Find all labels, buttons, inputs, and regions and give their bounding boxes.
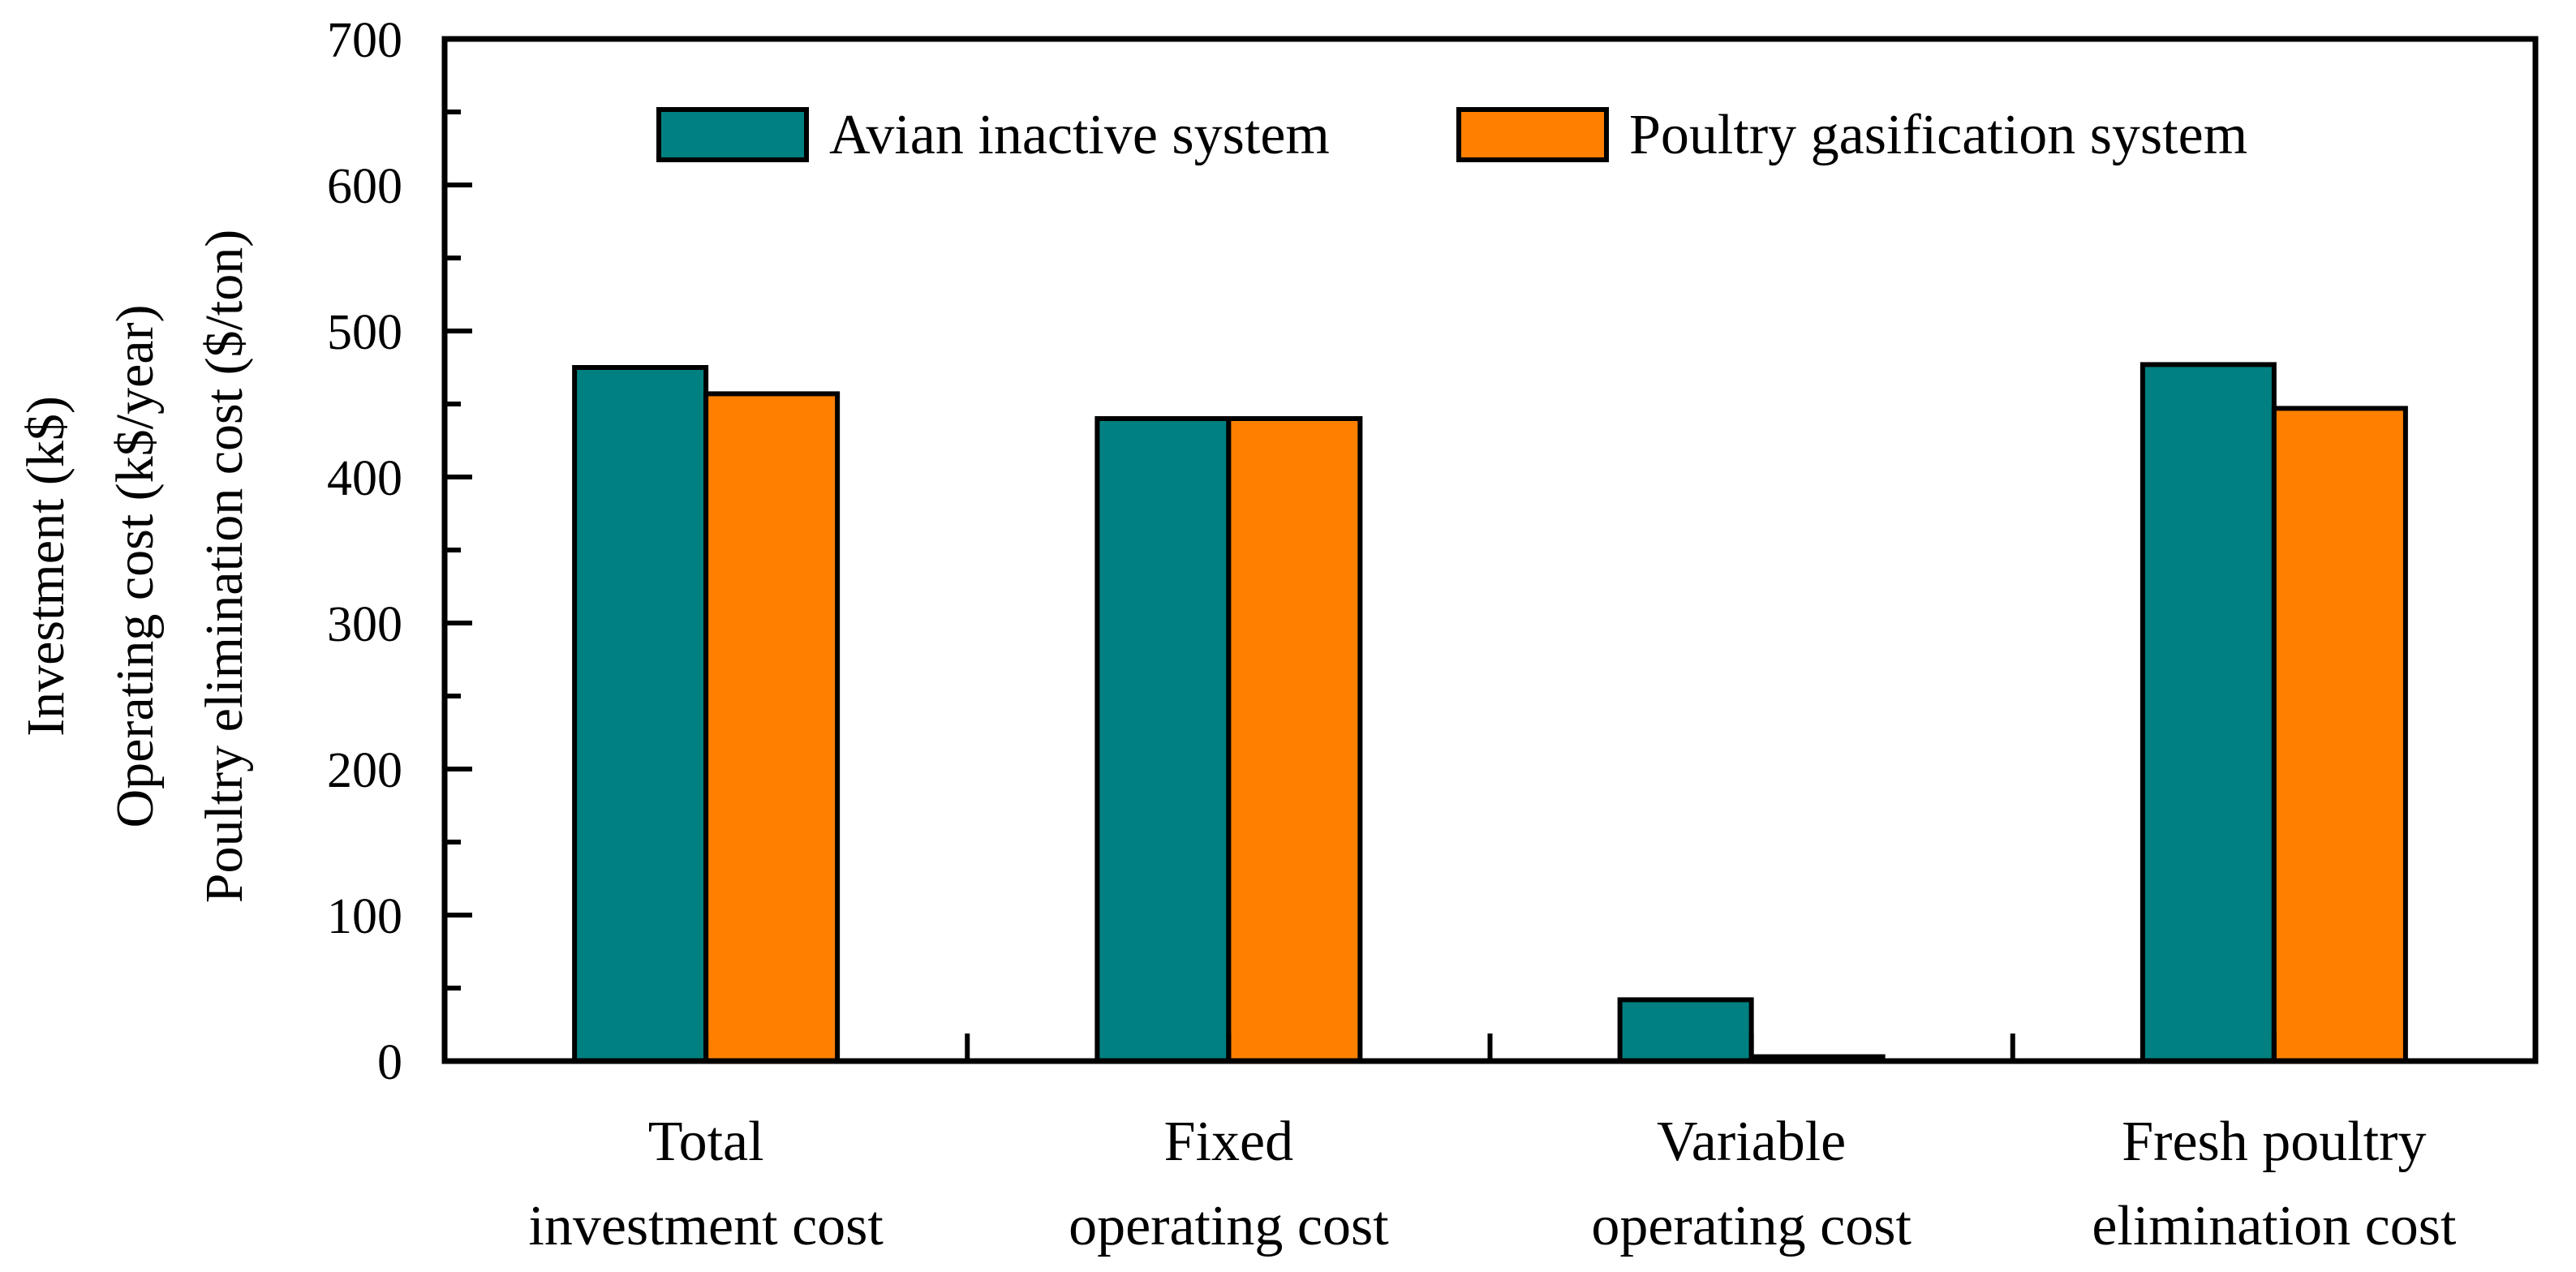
y-axis-title-line: Poultry elimination cost ($/ton) xyxy=(195,230,254,903)
y-tick-label: 300 xyxy=(327,597,402,652)
bar-avian-inactive-3 xyxy=(2139,362,2277,1064)
y-tick-label: 100 xyxy=(327,889,402,944)
y-tick-label: 700 xyxy=(327,13,402,68)
plot-frame xyxy=(441,36,2539,1064)
legend-label-avian-inactive: Avian inactive system xyxy=(829,104,1330,166)
y-tick-label: 600 xyxy=(327,159,402,214)
y-tick-label: 500 xyxy=(327,305,402,360)
bar-poultry-gasification-0 xyxy=(703,391,841,1064)
y-axis-title-line: Operating cost (k$/year) xyxy=(105,304,165,827)
category-label-line: Variable xyxy=(1657,1111,1846,1173)
y-axis-title: Investment (k$) Operating cost (k$/year) P… xyxy=(16,230,254,903)
bar-avian-inactive-1 xyxy=(1094,416,1232,1064)
bar-avian-inactive-0 xyxy=(572,365,709,1064)
category-label-line: Fresh poultry xyxy=(2122,1111,2426,1173)
y-tick-label: 400 xyxy=(327,451,402,506)
legend-swatch-poultry-gasification xyxy=(1456,107,1609,162)
category-label-line: operating cost xyxy=(1069,1195,1389,1257)
category-labels: Total investment cost Fixed operating cost V… xyxy=(528,1111,2457,1257)
category-label-line: investment cost xyxy=(528,1195,884,1257)
bars xyxy=(572,362,2408,1064)
x-axis-ticks xyxy=(703,1034,2277,1061)
y-axis-title-line: Investment (k$) xyxy=(16,396,75,737)
category-label-line: Total xyxy=(648,1111,764,1173)
bar-poultry-gasification-1 xyxy=(1226,416,1363,1064)
category-label-line: Fixed xyxy=(1164,1111,1293,1173)
bar-avian-inactive-2 xyxy=(1617,997,1754,1064)
legend-label-poultry-gasification: Poultry gasification system xyxy=(1629,104,2247,166)
bar-poultry-gasification-3 xyxy=(2271,406,2408,1064)
category-label-line: operating cost xyxy=(1591,1195,1912,1257)
y-tick-label: 200 xyxy=(327,743,402,798)
legend-swatch-avian-inactive xyxy=(656,107,809,162)
legend: Avian inactive system Poultry gasificatio… xyxy=(656,104,2247,166)
y-axis-ticks: 0 100 200 300 400 500 600 700 xyxy=(327,13,472,1090)
y-tick-label: 0 xyxy=(377,1035,402,1090)
category-label-line: elimination cost xyxy=(2092,1195,2457,1257)
